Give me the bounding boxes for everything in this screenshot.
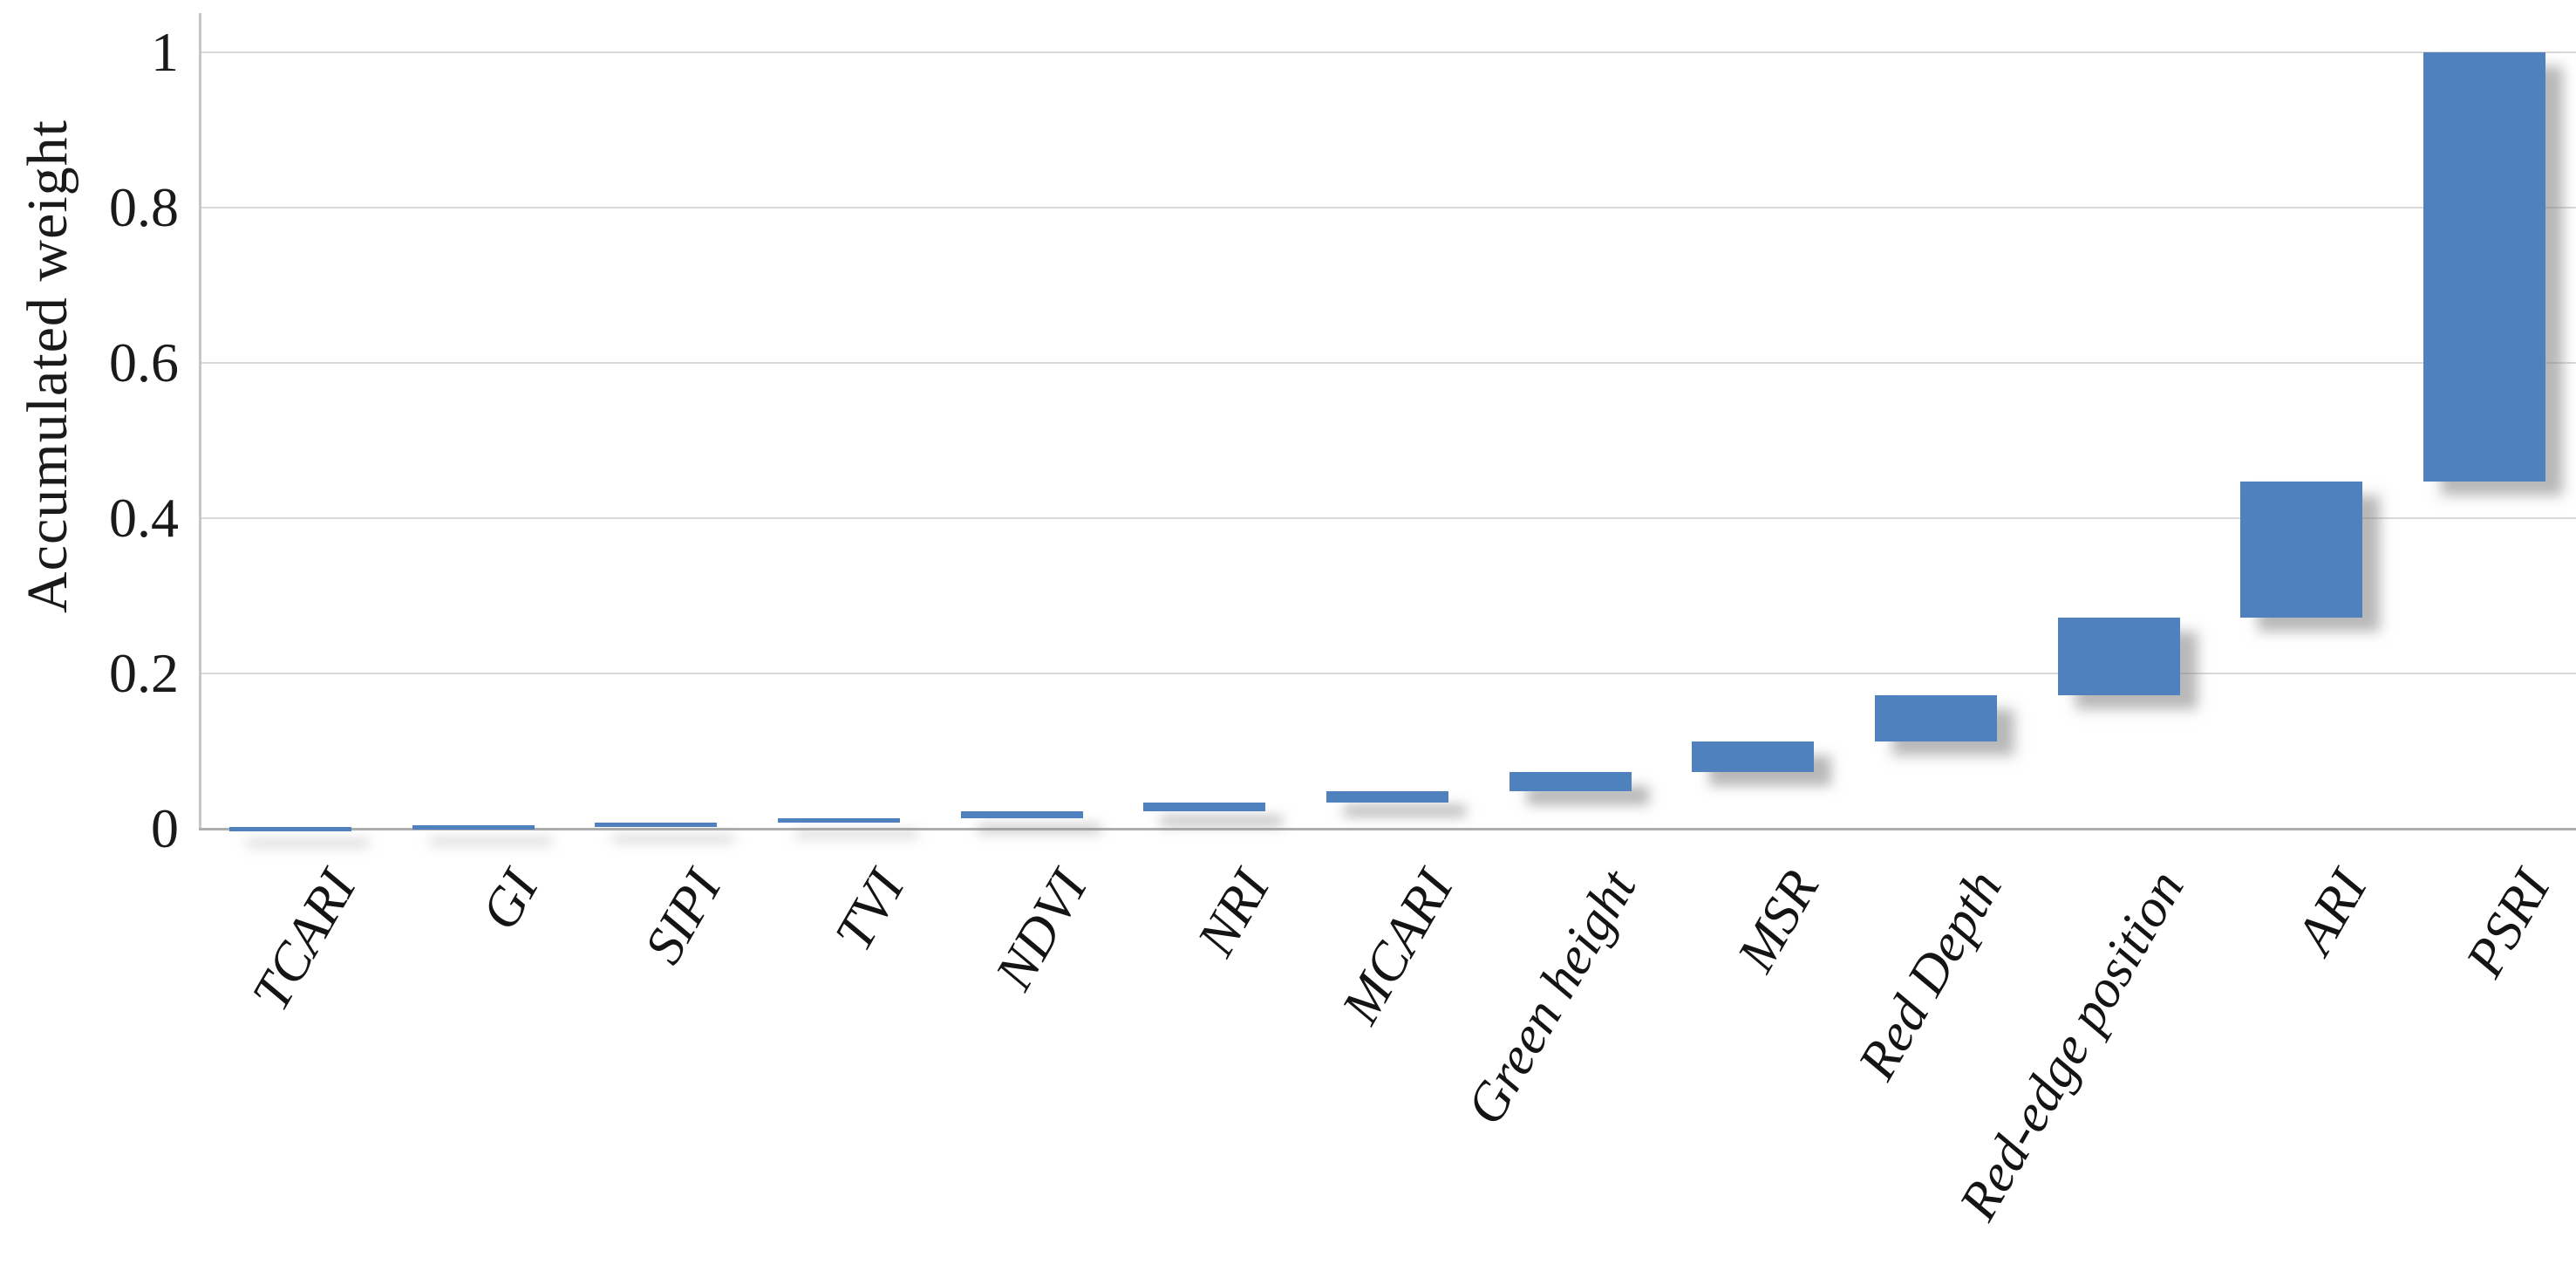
gridline-0.6 bbox=[201, 362, 2576, 364]
bar-SIPI bbox=[595, 822, 718, 827]
bar-MSR bbox=[1692, 741, 1815, 773]
bar-NRI bbox=[1143, 802, 1266, 811]
bar-TVI bbox=[777, 818, 900, 823]
y-tick-label-1: 1 bbox=[151, 21, 179, 83]
bar-Red-edge position bbox=[2057, 617, 2180, 695]
category-label-text: NDVI bbox=[984, 860, 1099, 1000]
category-label-text: TVI bbox=[823, 860, 917, 961]
x-axis-line bbox=[199, 828, 2576, 830]
category-label-text: PSRI bbox=[2454, 860, 2562, 987]
bar-TCARI bbox=[228, 827, 351, 832]
category-label-text: NRI bbox=[1186, 860, 1282, 966]
category-label-text: SIPI bbox=[633, 860, 733, 974]
category-label-text: Green height bbox=[1455, 860, 1647, 1135]
category-label-text: MSR bbox=[1726, 860, 1830, 981]
bar-Green height bbox=[1509, 772, 1632, 792]
y-tick-label-0.2: 0.2 bbox=[109, 642, 179, 704]
gridline-1 bbox=[201, 51, 2576, 53]
gridline-0.8 bbox=[201, 207, 2576, 208]
bar-Red Depth bbox=[1875, 694, 1998, 742]
y-tick-label-0: 0 bbox=[151, 797, 179, 859]
bar-PSRI bbox=[2423, 52, 2546, 482]
bar-ARI bbox=[2240, 482, 2363, 618]
category-label-text: Red Depth bbox=[1846, 860, 2014, 1090]
y-tick-label-0.6: 0.6 bbox=[109, 331, 179, 393]
y-tick-label-0.4: 0.4 bbox=[109, 487, 179, 549]
gridline-0.4 bbox=[201, 517, 2576, 519]
gridline-0.2 bbox=[201, 673, 2576, 674]
y-axis-line bbox=[199, 13, 201, 829]
category-label-text: ARI bbox=[2285, 860, 2379, 963]
category-label-text: TCARI bbox=[241, 860, 368, 1021]
y-tick-label-0.8: 0.8 bbox=[109, 176, 179, 238]
category-label-text: MCARI bbox=[1330, 860, 1465, 1034]
bar-MCARI bbox=[1326, 791, 1448, 803]
bar-GI bbox=[412, 825, 535, 830]
bar-NDVI bbox=[960, 810, 1083, 819]
category-label-text: GI bbox=[470, 860, 550, 940]
